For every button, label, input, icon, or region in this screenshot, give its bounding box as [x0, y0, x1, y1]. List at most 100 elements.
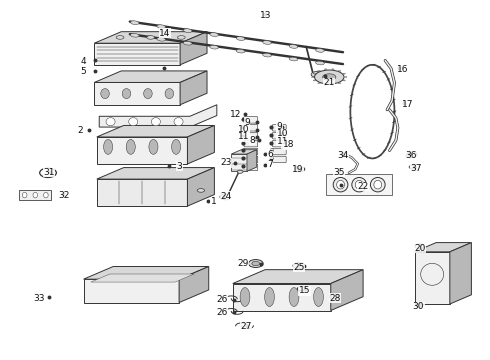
- Ellipse shape: [338, 83, 341, 84]
- Ellipse shape: [314, 288, 323, 306]
- Ellipse shape: [337, 180, 344, 189]
- Ellipse shape: [130, 21, 139, 24]
- FancyBboxPatch shape: [272, 156, 286, 163]
- Text: 4: 4: [80, 57, 86, 66]
- Ellipse shape: [318, 83, 320, 84]
- Polygon shape: [233, 270, 363, 284]
- FancyBboxPatch shape: [272, 148, 286, 155]
- Ellipse shape: [296, 264, 302, 267]
- Ellipse shape: [316, 49, 324, 52]
- Ellipse shape: [315, 70, 344, 84]
- Ellipse shape: [172, 139, 181, 154]
- Ellipse shape: [210, 33, 219, 36]
- Ellipse shape: [240, 288, 250, 306]
- Polygon shape: [97, 126, 214, 137]
- Text: 8: 8: [282, 139, 288, 148]
- Ellipse shape: [313, 73, 316, 74]
- Text: 11: 11: [239, 132, 250, 141]
- Ellipse shape: [157, 37, 166, 41]
- FancyBboxPatch shape: [244, 132, 258, 139]
- Text: 34: 34: [337, 151, 348, 160]
- Ellipse shape: [311, 71, 326, 78]
- Ellipse shape: [406, 152, 417, 158]
- Polygon shape: [91, 274, 194, 282]
- Ellipse shape: [130, 33, 139, 37]
- Text: 19: 19: [292, 165, 303, 174]
- Ellipse shape: [374, 180, 382, 189]
- Ellipse shape: [318, 70, 320, 71]
- Polygon shape: [180, 71, 207, 105]
- FancyBboxPatch shape: [272, 140, 286, 147]
- Text: 20: 20: [414, 244, 425, 253]
- Text: 36: 36: [406, 151, 417, 160]
- Polygon shape: [450, 243, 471, 304]
- Text: 31: 31: [43, 167, 54, 176]
- Text: 26: 26: [217, 308, 228, 317]
- Ellipse shape: [147, 36, 155, 39]
- Polygon shape: [97, 167, 214, 179]
- Polygon shape: [83, 279, 179, 302]
- Ellipse shape: [157, 25, 166, 28]
- Polygon shape: [187, 167, 214, 206]
- Ellipse shape: [265, 288, 274, 306]
- Polygon shape: [415, 252, 450, 304]
- Ellipse shape: [289, 45, 298, 48]
- Ellipse shape: [263, 41, 271, 44]
- Text: 18: 18: [283, 140, 294, 149]
- Ellipse shape: [248, 260, 263, 267]
- Ellipse shape: [313, 80, 316, 81]
- Ellipse shape: [355, 180, 363, 189]
- Text: 12: 12: [230, 110, 241, 119]
- Ellipse shape: [323, 74, 336, 80]
- FancyBboxPatch shape: [244, 125, 258, 131]
- Ellipse shape: [344, 76, 347, 77]
- Polygon shape: [97, 137, 187, 164]
- Text: 22: 22: [358, 182, 369, 191]
- Text: 7: 7: [267, 160, 273, 169]
- Text: 13: 13: [260, 10, 271, 19]
- Ellipse shape: [252, 261, 260, 266]
- Text: 29: 29: [238, 259, 249, 268]
- Polygon shape: [331, 270, 363, 310]
- Text: 37: 37: [411, 164, 422, 173]
- Ellipse shape: [23, 192, 27, 198]
- Ellipse shape: [316, 61, 324, 65]
- Ellipse shape: [338, 70, 341, 71]
- Polygon shape: [179, 266, 209, 302]
- Ellipse shape: [103, 139, 113, 154]
- Text: 5: 5: [80, 68, 86, 77]
- Text: 25: 25: [293, 263, 304, 271]
- Polygon shape: [83, 266, 209, 279]
- Ellipse shape: [332, 84, 334, 85]
- Ellipse shape: [116, 36, 124, 39]
- Text: 23: 23: [220, 158, 231, 167]
- Ellipse shape: [289, 57, 298, 61]
- Text: 14: 14: [159, 29, 171, 37]
- Ellipse shape: [236, 49, 245, 53]
- FancyBboxPatch shape: [244, 156, 258, 163]
- FancyBboxPatch shape: [244, 140, 258, 147]
- Polygon shape: [187, 126, 214, 164]
- Text: 3: 3: [176, 162, 182, 171]
- Text: 8: 8: [249, 136, 255, 145]
- Ellipse shape: [237, 170, 243, 174]
- Ellipse shape: [33, 192, 38, 198]
- Ellipse shape: [295, 167, 305, 172]
- Bar: [326, 174, 392, 195]
- Polygon shape: [415, 243, 471, 252]
- Ellipse shape: [332, 69, 334, 70]
- Ellipse shape: [177, 36, 185, 39]
- Polygon shape: [247, 150, 257, 171]
- Text: 30: 30: [413, 302, 424, 311]
- Ellipse shape: [324, 84, 327, 85]
- Ellipse shape: [324, 69, 327, 70]
- Text: 2: 2: [78, 126, 83, 135]
- Ellipse shape: [165, 89, 173, 99]
- Text: 21: 21: [323, 78, 335, 87]
- Ellipse shape: [343, 73, 345, 74]
- Text: 10: 10: [277, 129, 288, 138]
- FancyBboxPatch shape: [244, 117, 258, 123]
- Text: 11: 11: [277, 136, 288, 145]
- Ellipse shape: [151, 118, 160, 126]
- Ellipse shape: [122, 89, 131, 99]
